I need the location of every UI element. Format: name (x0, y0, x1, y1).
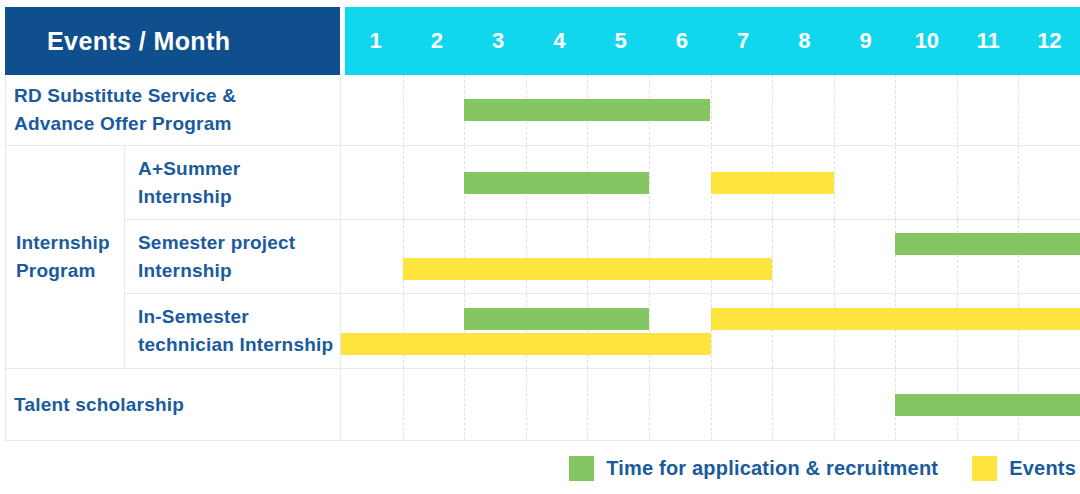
month-header-5: 5 (590, 7, 651, 75)
month-header-2: 2 (406, 7, 467, 75)
gantt-bar-yellow (403, 258, 773, 280)
row-label-line: Advance Offer Program (14, 110, 340, 138)
row-rd-substitute-service: RD Substitute Service & Advance Offer Pr… (6, 75, 1080, 145)
gantt-bar-yellow (711, 308, 1080, 330)
gantt-bar-green (464, 308, 649, 330)
gantt-bar-line (341, 99, 1080, 121)
events-month-header-cell: Events / Month (5, 7, 340, 75)
events-schedule-page: Events / Month 1 2 3 4 5 6 7 8 9 10 11 1… (0, 0, 1080, 494)
row-a-plus-summer-internship: A+Summer Internship (125, 146, 1080, 219)
month-header-strip: 1 2 3 4 5 6 7 8 9 10 11 12 (345, 7, 1080, 75)
month-header-7: 7 (713, 7, 774, 75)
legend: Time for application & recruitment Event… (569, 456, 1076, 481)
month-header-6: 6 (651, 7, 712, 75)
month-header-9: 9 (835, 7, 896, 75)
month-header-11: 11 (958, 7, 1019, 75)
header-title: Events / Month (47, 27, 230, 56)
row-label-line: Semester project (138, 229, 340, 257)
gantt-bar-yellow (341, 333, 711, 355)
gantt-bar-green (464, 99, 710, 121)
group-label-internship-program: Internship Program (6, 146, 125, 368)
row-label-a-plus-summer: A+Summer Internship (125, 146, 341, 219)
row-label-line: Talent scholarship (14, 391, 340, 419)
row-talent-scholarship: Talent scholarship (6, 368, 1080, 440)
table-header-row: Events / Month 1 2 3 4 5 6 7 8 9 10 11 1… (5, 7, 1080, 75)
gantt-bar-green (895, 233, 1080, 255)
row-label-talent-scholarship: Talent scholarship (6, 369, 341, 440)
month-header-10: 10 (896, 7, 957, 75)
legend-item-application-recruitment: Time for application & recruitment (569, 456, 938, 481)
table-body: RD Substitute Service & Advance Offer Pr… (5, 75, 1080, 441)
gantt-chart-area (341, 294, 1080, 368)
row-label-line: A+Summer (138, 155, 340, 183)
gantt-bar-line (341, 258, 1080, 280)
month-header-8: 8 (774, 7, 835, 75)
month-header-1: 1 (345, 7, 406, 75)
row-label-line: Internship (138, 183, 340, 211)
gantt-bar-green (464, 172, 649, 194)
month-gridlines (341, 220, 1080, 293)
gantt-bar-yellow (711, 172, 834, 194)
gantt-bar-line (341, 333, 1080, 355)
month-gridlines (341, 294, 1080, 368)
group-subrows: A+Summer Internship Semester project Int… (125, 146, 1080, 368)
gantt-bar-line (341, 308, 1080, 330)
internship-program-group: Internship Program A+Summer Internship (6, 145, 1080, 368)
legend-item-events: Events (972, 456, 1076, 481)
row-in-semester-technician-internship: In-Semester technician Internship (125, 293, 1080, 368)
gantt-table: Events / Month 1 2 3 4 5 6 7 8 9 10 11 1… (5, 7, 1080, 441)
month-header-4: 4 (529, 7, 590, 75)
gantt-bar-line (341, 172, 1080, 194)
group-label-line: Internship (16, 229, 124, 257)
gantt-bar-line (341, 394, 1080, 416)
legend-swatch-yellow-icon (972, 456, 997, 481)
gantt-chart-area (341, 146, 1080, 219)
row-semester-project-internship: Semester project Internship (125, 219, 1080, 293)
month-header-3: 3 (468, 7, 529, 75)
legend-label: Time for application & recruitment (606, 457, 938, 480)
row-label-line: technician Internship (138, 331, 340, 359)
gantt-bar-green (895, 394, 1080, 416)
gantt-chart-area (341, 75, 1080, 145)
group-label-line: Program (16, 257, 124, 285)
row-label-line: Internship (138, 257, 340, 285)
gantt-chart-area (341, 220, 1080, 293)
legend-swatch-green-icon (569, 456, 594, 481)
row-label-line: In-Semester (138, 303, 340, 331)
row-label-in-semester-technician: In-Semester technician Internship (125, 294, 341, 368)
gantt-bar-line (341, 233, 1080, 255)
row-label-rd-substitute: RD Substitute Service & Advance Offer Pr… (6, 75, 341, 145)
row-label-semester-project: Semester project Internship (125, 220, 341, 293)
month-header-12: 12 (1019, 7, 1080, 75)
row-label-line: RD Substitute Service & (14, 82, 340, 110)
gantt-chart-area (341, 369, 1080, 440)
legend-label: Events (1009, 457, 1076, 480)
